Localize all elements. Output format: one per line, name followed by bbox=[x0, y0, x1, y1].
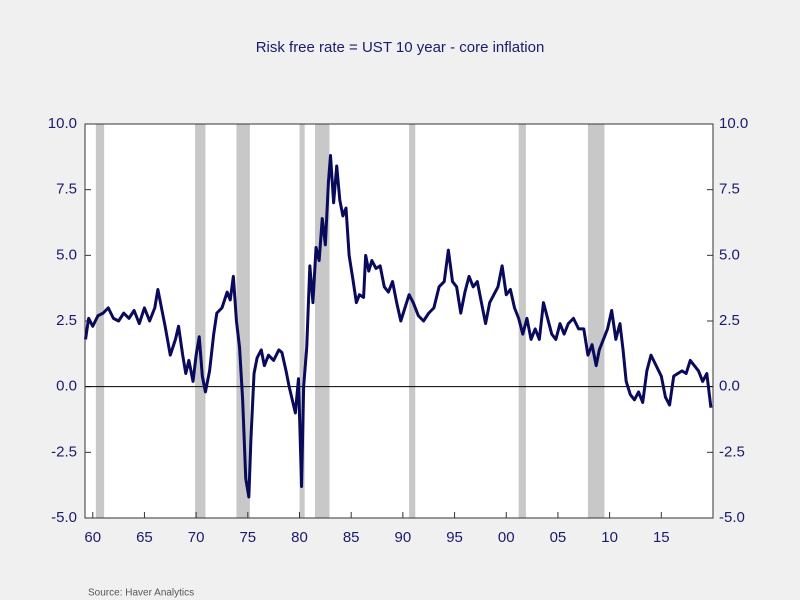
x-tick-label: 75 bbox=[239, 529, 256, 546]
y2-tick-label: -5.0 bbox=[719, 509, 745, 526]
x-tick-label: 10 bbox=[601, 529, 618, 546]
y-tick-label: -2.5 bbox=[51, 443, 77, 460]
y2-tick-label: 7.5 bbox=[719, 181, 740, 198]
y2-tick-label: 2.5 bbox=[719, 312, 740, 329]
y-tick-label: 5.0 bbox=[56, 246, 77, 263]
chart-title: Risk free rate = UST 10 year - core infl… bbox=[256, 39, 545, 56]
y-tick-label: 0.0 bbox=[56, 378, 77, 395]
x-tick-label: 60 bbox=[84, 529, 101, 546]
y2-tick-label: -2.5 bbox=[719, 443, 745, 460]
source-note: Source: Haver Analytics bbox=[88, 588, 194, 599]
x-tick-label: 05 bbox=[550, 529, 567, 546]
y2-tick-label: 5.0 bbox=[719, 246, 740, 263]
series-line bbox=[84, 154, 713, 499]
recession-band bbox=[409, 124, 416, 518]
y-tick-label: 2.5 bbox=[56, 312, 77, 329]
plot-area bbox=[85, 124, 713, 518]
plot-layer: -5.0 -5.0 -2.5 -2.5 0.0 0.0 2.5 2.5 5.0 5.0 7.5 7.5… bbox=[48, 115, 748, 546]
y-tick-label: -5.0 bbox=[51, 509, 77, 526]
x-tick-label: 85 bbox=[343, 529, 360, 546]
y-tick-label: 7.5 bbox=[56, 181, 77, 198]
x-tick-label: 90 bbox=[395, 529, 412, 546]
x-tick-label: 80 bbox=[291, 529, 308, 546]
recession-band bbox=[95, 124, 105, 518]
x-tick-label: 70 bbox=[188, 529, 205, 546]
x-tick-label: 15 bbox=[653, 529, 670, 546]
x-tick-label: 95 bbox=[446, 529, 463, 546]
recession-band bbox=[299, 124, 305, 518]
plot-frame bbox=[84, 123, 714, 519]
y-tick-label: 10.0 bbox=[48, 115, 77, 132]
recession-layer bbox=[95, 124, 605, 518]
x-tick-label: 00 bbox=[498, 529, 515, 546]
y2-tick-label: 0.0 bbox=[719, 378, 740, 395]
y2-tick-label: 10.0 bbox=[719, 115, 748, 132]
recession-band bbox=[236, 124, 250, 518]
recession-band bbox=[587, 124, 605, 518]
recession-band bbox=[518, 124, 526, 518]
recession-band bbox=[195, 124, 206, 518]
x-tick-label: 65 bbox=[136, 529, 153, 546]
